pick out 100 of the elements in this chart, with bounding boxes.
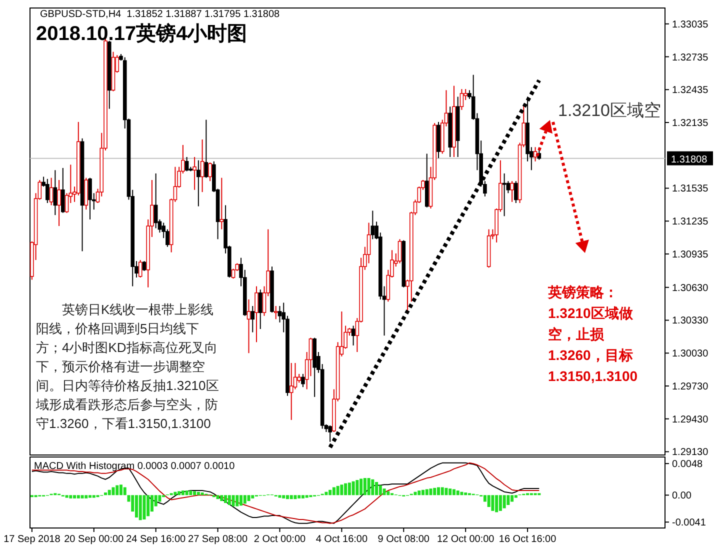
y-tick-label: 1.33035 — [672, 19, 709, 30]
bar — [360, 478, 363, 496]
bar — [243, 495, 246, 504]
bar — [224, 495, 228, 504]
bar — [294, 495, 297, 500]
bar — [251, 495, 254, 498]
bar — [502, 495, 506, 508]
bar — [363, 478, 366, 496]
candlestick — [192, 156, 196, 190]
bar — [495, 495, 498, 512]
bar — [418, 490, 421, 496]
y-tick-label: 1.31535 — [672, 184, 709, 195]
bar — [146, 495, 150, 516]
candlestick — [49, 177, 54, 206]
y-tick-label: 1.29730 — [672, 381, 709, 392]
bar — [491, 495, 494, 511]
bar — [452, 489, 456, 496]
bar — [414, 492, 417, 496]
candlestick — [196, 160, 200, 207]
text: 2018.10.17英镑4小时图 — [36, 22, 248, 45]
candlestick — [510, 180, 514, 202]
y-tick-label: 1.30030 — [672, 348, 709, 360]
bar — [138, 495, 142, 520]
bar — [367, 478, 370, 496]
bar — [232, 495, 235, 506]
y-tick-label: 1.32135 — [672, 118, 709, 129]
bar — [92, 495, 96, 498]
bar — [228, 495, 231, 505]
x-tick-label: 9 Oct 08:00 — [378, 534, 430, 545]
bar — [498, 495, 502, 511]
candlestick — [61, 167, 65, 214]
candlestick — [246, 298, 251, 354]
bar — [236, 495, 239, 506]
bar — [324, 492, 328, 496]
candlestick — [254, 286, 258, 343]
bar — [73, 495, 76, 498]
candlestick — [514, 180, 518, 204]
bar — [425, 489, 428, 496]
chart-title: MACD With Histogram 0.0003 0.0007 0.0010 — [34, 461, 236, 472]
bar — [422, 490, 425, 496]
bar — [301, 495, 304, 498]
bar — [150, 495, 154, 512]
bar — [134, 495, 138, 518]
bar — [278, 495, 282, 498]
bar — [332, 487, 336, 496]
bar — [286, 495, 289, 500]
bar — [84, 495, 88, 498]
candlestick — [46, 178, 50, 204]
candlestick — [301, 373, 305, 388]
candlestick — [204, 119, 208, 178]
bar — [104, 492, 108, 496]
bar — [193, 491, 196, 496]
candlestick — [138, 259, 142, 278]
bar — [196, 492, 200, 496]
bar — [240, 495, 243, 506]
bar — [174, 492, 177, 496]
x-tick-label: 12 Oct 00:00 — [436, 534, 495, 545]
candlestick — [351, 325, 356, 346]
bar — [328, 490, 332, 496]
bar — [336, 486, 340, 496]
bar — [440, 487, 444, 496]
bar — [510, 495, 514, 502]
x-tick-label: 27 Sep 08:00 — [188, 534, 248, 545]
bar — [108, 490, 111, 496]
candlestick — [398, 238, 402, 264]
bar — [506, 495, 510, 505]
bar — [200, 492, 204, 496]
bar — [386, 491, 390, 496]
bar — [352, 481, 355, 496]
bar — [216, 495, 220, 500]
x-tick-label: 20 Sep 00:00 — [64, 534, 124, 545]
bar — [375, 482, 378, 496]
bar — [247, 495, 250, 502]
bar — [444, 488, 448, 496]
bar — [123, 487, 126, 496]
y-tick-label: 1.29430 — [672, 414, 709, 426]
x-tick-label: 16 Oct 16:00 — [498, 534, 557, 545]
candlestick — [220, 177, 224, 230]
bar — [344, 483, 348, 496]
candlestick — [200, 138, 204, 193]
candlestick — [53, 170, 58, 216]
bar — [76, 495, 80, 498]
y-tick-label: 1.30935 — [672, 249, 709, 260]
candlestick — [502, 172, 506, 217]
bar — [181, 490, 184, 496]
bar — [69, 495, 72, 498]
candlestick — [460, 88, 464, 110]
y-tick-label: 0.0048 — [672, 459, 704, 470]
candlestick — [57, 180, 61, 227]
bar — [220, 495, 224, 502]
annotation: 1.3210区域空 — [558, 100, 662, 121]
bar — [448, 488, 452, 496]
bar — [514, 495, 518, 498]
bar — [456, 490, 460, 496]
bar — [80, 495, 84, 498]
bar — [436, 487, 440, 496]
annotation: GBPUSD-STD,H4 1.31852 1.31887 1.31795 1.31808 — [40, 9, 281, 21]
x-tick-label: 17 Sep 2018 — [4, 534, 61, 545]
bar — [464, 492, 468, 496]
bar — [178, 491, 181, 496]
